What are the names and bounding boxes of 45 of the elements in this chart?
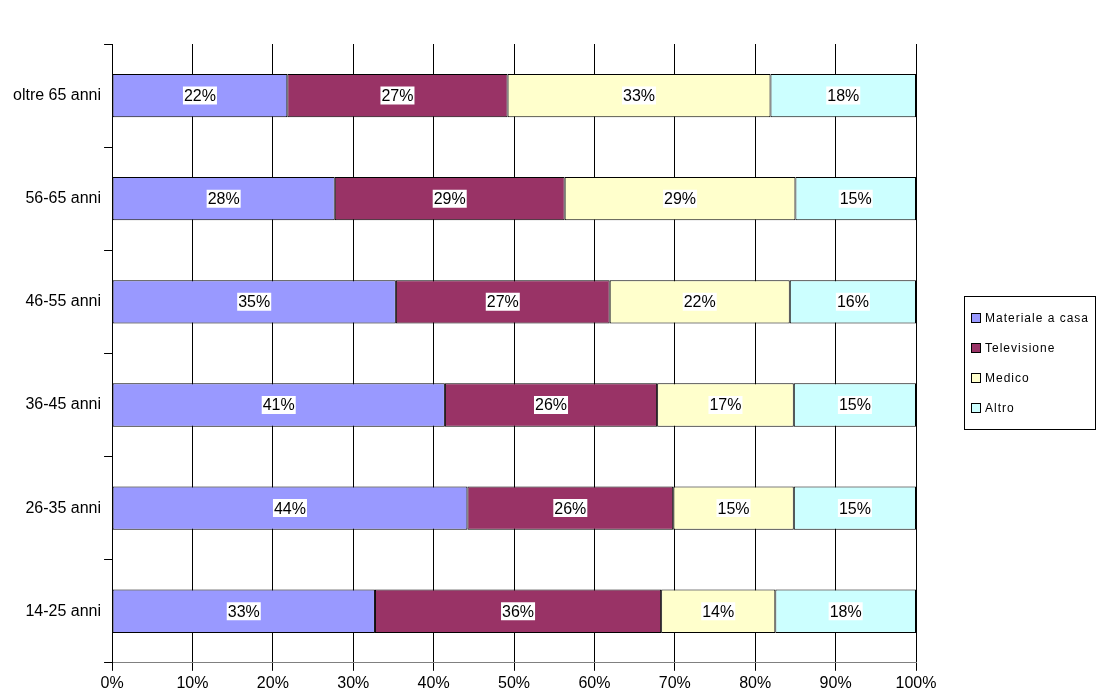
data-label: 14% bbox=[702, 602, 735, 620]
y-tick-label: 14-25 anni bbox=[25, 601, 102, 619]
y-tick-label: 26-35 anni bbox=[25, 498, 102, 516]
data-label: 17% bbox=[709, 396, 742, 414]
x-tick-label: 0% bbox=[100, 673, 124, 691]
data-label: 28% bbox=[207, 190, 240, 208]
data-label: 29% bbox=[664, 190, 697, 208]
y-tick-label: 46-55 anni bbox=[25, 292, 102, 310]
data-label: 44% bbox=[273, 499, 306, 517]
x-tick-label: 60% bbox=[578, 673, 611, 691]
x-tick-label: 80% bbox=[739, 673, 772, 691]
x-tick-label: 70% bbox=[658, 673, 691, 691]
x-tick-label: 30% bbox=[337, 673, 370, 691]
data-label: 22% bbox=[183, 86, 216, 104]
x-tick-label: 40% bbox=[417, 673, 450, 691]
x-tick-label: 100% bbox=[895, 673, 937, 691]
y-tick-label: 56-65 anni bbox=[25, 189, 102, 207]
data-label: 41% bbox=[262, 396, 295, 414]
x-tick-label: 50% bbox=[498, 673, 531, 691]
data-label: 29% bbox=[433, 190, 466, 208]
legend-label: Altro bbox=[985, 401, 1015, 416]
legend-label: Materiale a casa bbox=[985, 311, 1090, 326]
data-label: 22% bbox=[683, 293, 716, 311]
x-tick-label: 90% bbox=[819, 673, 852, 691]
x-tick-label: 10% bbox=[176, 673, 209, 691]
data-label: 15% bbox=[839, 190, 872, 208]
data-label: 15% bbox=[717, 499, 750, 517]
x-tick-label: 20% bbox=[256, 673, 289, 691]
data-label: 33% bbox=[623, 86, 656, 104]
data-label: 18% bbox=[829, 602, 862, 620]
data-label: 36% bbox=[502, 602, 535, 620]
y-tick-label: oltre 65 anni bbox=[13, 85, 102, 103]
data-label: 35% bbox=[238, 293, 271, 311]
data-label: 33% bbox=[227, 602, 260, 620]
data-label: 15% bbox=[838, 396, 871, 414]
y-tick-label: 36-45 anni bbox=[25, 395, 102, 413]
data-label: 27% bbox=[486, 293, 519, 311]
data-label: 26% bbox=[535, 396, 568, 414]
data-label: 26% bbox=[554, 499, 587, 517]
legend-label: Medico bbox=[985, 371, 1030, 386]
data-label: 16% bbox=[836, 293, 869, 311]
data-label: 15% bbox=[838, 499, 871, 517]
data-label: 18% bbox=[827, 86, 860, 104]
legend-label: Televisione bbox=[985, 341, 1056, 356]
data-label: 27% bbox=[381, 86, 414, 104]
